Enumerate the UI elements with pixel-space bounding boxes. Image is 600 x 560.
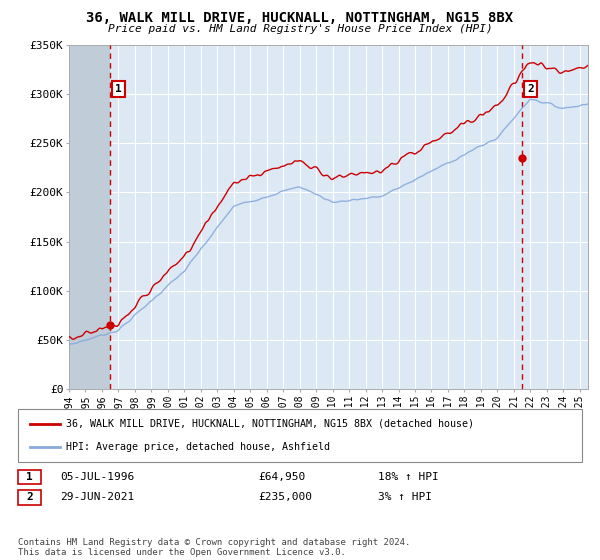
Text: £64,950: £64,950 [258, 472, 305, 482]
Text: 29-JUN-2021: 29-JUN-2021 [60, 492, 134, 502]
Text: 1: 1 [115, 84, 122, 94]
Text: HPI: Average price, detached house, Ashfield: HPI: Average price, detached house, Ashf… [66, 442, 330, 452]
Bar [69, 45, 110, 389]
Text: 1: 1 [26, 472, 33, 482]
Text: 36, WALK MILL DRIVE, HUCKNALL, NOTTINGHAM, NG15 8BX: 36, WALK MILL DRIVE, HUCKNALL, NOTTINGHA… [86, 11, 514, 25]
Text: 2: 2 [527, 84, 534, 94]
Text: 2: 2 [26, 492, 33, 502]
Text: Contains HM Land Registry data © Crown copyright and database right 2024.
This d: Contains HM Land Registry data © Crown c… [18, 538, 410, 557]
Text: 05-JUL-1996: 05-JUL-1996 [60, 472, 134, 482]
Text: 3% ↑ HPI: 3% ↑ HPI [378, 492, 432, 502]
Text: 18% ↑ HPI: 18% ↑ HPI [378, 472, 439, 482]
Text: Price paid vs. HM Land Registry's House Price Index (HPI): Price paid vs. HM Land Registry's House … [107, 24, 493, 34]
Text: £235,000: £235,000 [258, 492, 312, 502]
Text: 36, WALK MILL DRIVE, HUCKNALL, NOTTINGHAM, NG15 8BX (detached house): 36, WALK MILL DRIVE, HUCKNALL, NOTTINGHA… [66, 419, 474, 429]
